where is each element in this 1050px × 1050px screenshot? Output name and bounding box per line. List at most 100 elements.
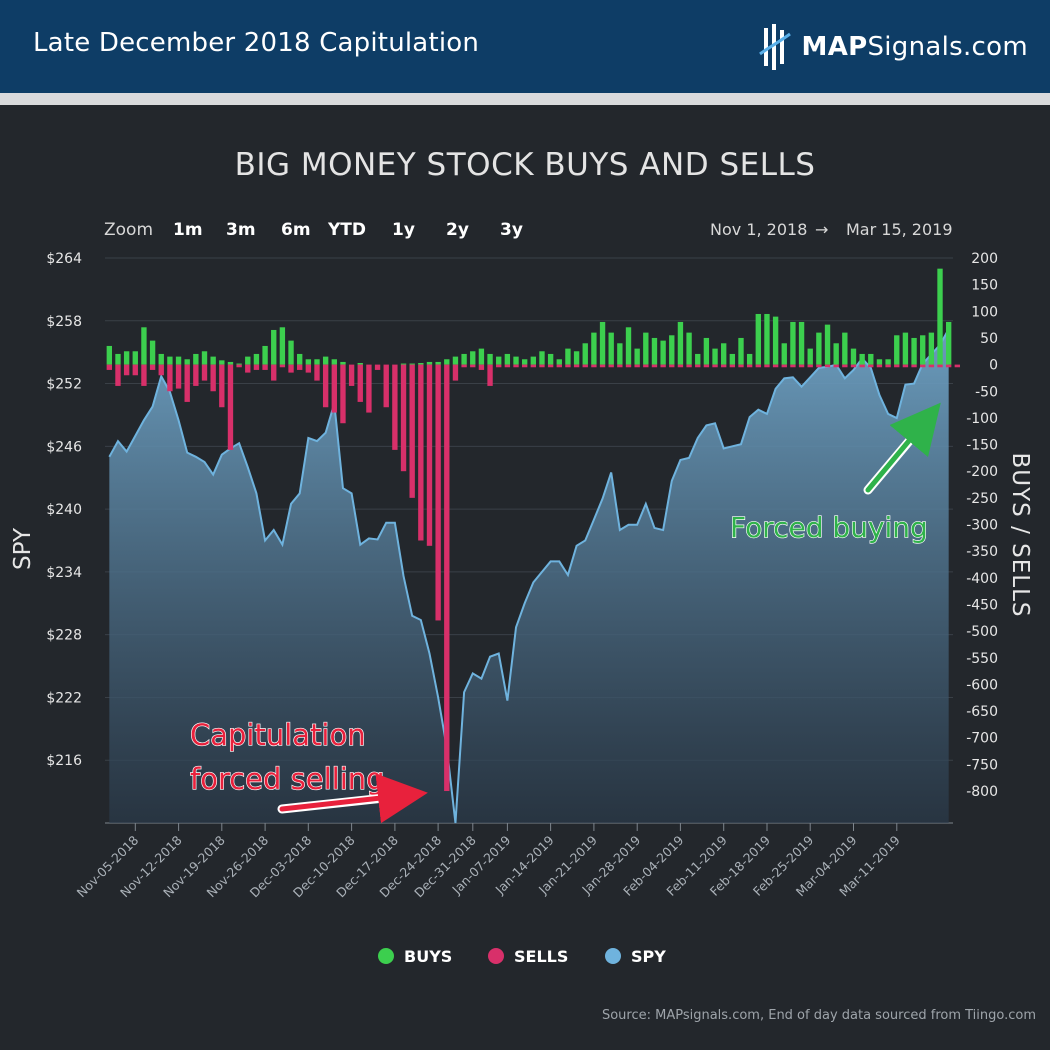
- zoom-3y-button[interactable]: 3y: [500, 220, 523, 240]
- sells-bar: [885, 364, 891, 368]
- sells-bar: [729, 364, 736, 368]
- buys-bar: [340, 361, 346, 365]
- right-tick-label: -600: [966, 677, 998, 693]
- left-axis: $264 $258 $252 $246 $240 $234 $228 $222 $216: [46, 251, 82, 769]
- buys-bar: [201, 351, 208, 365]
- sells-bar: [357, 364, 363, 402]
- right-tick-label: 150: [971, 278, 998, 294]
- sells-bar: [478, 364, 485, 370]
- left-tick-label: $246: [46, 439, 82, 455]
- buys-bar: [850, 348, 857, 365]
- bars: [106, 268, 960, 792]
- buys-bar: [608, 332, 614, 365]
- buys-bar: [669, 335, 675, 365]
- buys-bar: [470, 351, 476, 365]
- buys-bar: [755, 313, 761, 365]
- buys-bar: [651, 337, 658, 365]
- buys-bar: [868, 353, 874, 365]
- buys-bar: [279, 327, 286, 365]
- zoom-ytd-button[interactable]: YTD: [327, 220, 366, 240]
- buys-bar: [418, 363, 424, 365]
- legend-item-spy[interactable]: SPY: [605, 947, 666, 966]
- sells-bar: [409, 364, 415, 498]
- annotation-capitulation: Capitulation forced selling: [189, 717, 428, 824]
- buys-bar: [253, 353, 260, 365]
- buys-bar: [920, 335, 926, 365]
- spy-area-fill: [109, 329, 949, 823]
- legend-item-buys[interactable]: BUYS: [378, 947, 452, 966]
- buys-bar: [487, 353, 493, 365]
- sells-bar: [149, 364, 156, 370]
- buys-bar: [262, 345, 268, 365]
- buys-bar: [167, 356, 173, 365]
- buys-bar: [660, 340, 666, 365]
- sells-bar: [807, 364, 813, 368]
- sells-bar: [911, 364, 917, 368]
- right-axis: 200 150 100 50 0 -50 -100 -150 -200 -250 -300 -350 -…: [966, 251, 998, 800]
- buys-bar: [764, 313, 770, 365]
- sells-bar: [695, 364, 701, 368]
- right-tick-label: -400: [966, 571, 998, 587]
- left-tick-label: $252: [46, 377, 82, 393]
- range-end-input[interactable]: Mar 15, 2019: [846, 220, 953, 239]
- sells-bar: [305, 364, 312, 373]
- buys-bar: [210, 356, 216, 365]
- buys-bar: [331, 359, 337, 365]
- range-arrow-icon: →: [815, 220, 828, 239]
- zoom-2y-button[interactable]: 2y: [446, 220, 469, 240]
- buys-bar: [695, 353, 701, 365]
- buys-bar: [643, 332, 649, 365]
- sells-bar: [833, 364, 839, 368]
- sells-bar: [262, 364, 268, 370]
- legend-buys-dot-icon: [378, 948, 394, 964]
- buys-bar: [426, 361, 433, 365]
- sells-bar: [755, 364, 761, 368]
- sells-bar: [772, 364, 779, 368]
- sells-bar: [487, 364, 493, 386]
- buys-bar: [902, 332, 909, 365]
- buys-bar: [478, 348, 485, 365]
- legend-spy-label: SPY: [631, 947, 666, 966]
- legend-buys-label: BUYS: [404, 947, 452, 966]
- sells-bar: [374, 364, 381, 370]
- buys-bar: [677, 321, 684, 365]
- buys-bar: [798, 321, 805, 365]
- buys-bar: [781, 343, 787, 365]
- right-tick-label: 50: [980, 331, 998, 347]
- buys-bar: [504, 353, 511, 365]
- range-start-input[interactable]: Nov 1, 2018: [710, 220, 807, 239]
- sells-bar: [496, 364, 502, 368]
- zoom-1y-button[interactable]: 1y: [392, 220, 415, 240]
- buys-bar: [824, 324, 831, 365]
- buys-bar: [357, 363, 363, 365]
- zoom-6m-button[interactable]: 6m: [281, 220, 311, 240]
- sells-bar: [444, 364, 450, 792]
- zoom-1m-button[interactable]: 1m: [173, 220, 203, 240]
- buys-bar: [539, 351, 545, 365]
- buys-bar: [123, 351, 130, 365]
- legend-item-sells[interactable]: SELLS: [488, 947, 568, 966]
- sells-bar: [141, 364, 147, 386]
- brand[interactable]: MAPSignals.com: [758, 22, 1028, 72]
- sells-bar: [608, 364, 614, 368]
- buys-bar: [409, 363, 415, 365]
- sells-bar: [383, 364, 389, 408]
- buys-bar: [807, 348, 813, 365]
- buys-bar: [400, 363, 407, 365]
- sells-bar: [348, 364, 355, 386]
- sells-bar: [599, 364, 606, 368]
- annotation-green-arrow-icon: [865, 402, 941, 493]
- brand-name-rest: Signals.com: [867, 32, 1028, 62]
- right-tick-label: -550: [966, 651, 998, 667]
- left-axis-title: SPY: [10, 527, 36, 570]
- sells-bar: [288, 364, 294, 373]
- buys-bar: [245, 356, 251, 365]
- sells-bar: [322, 364, 329, 408]
- sells-bar: [850, 364, 857, 368]
- buys-bar: [625, 327, 632, 365]
- sells-bar: [712, 364, 718, 368]
- buys-bar: [435, 361, 441, 365]
- zoom-3m-button[interactable]: 3m: [226, 220, 256, 240]
- buys-bar: [314, 359, 320, 365]
- sells-bar: [504, 364, 511, 368]
